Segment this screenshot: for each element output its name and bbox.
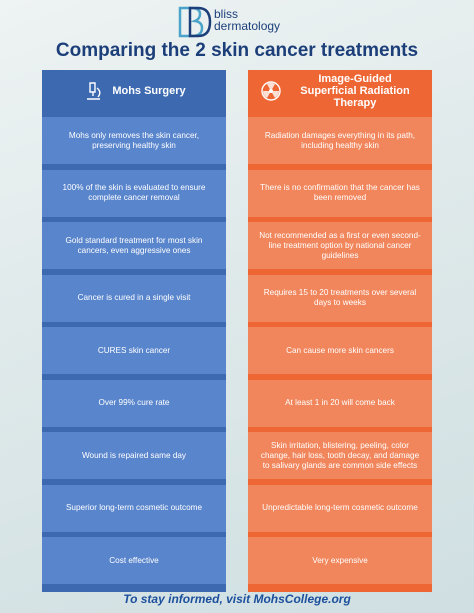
comparison-cell: Gold standard treatment for most skin ca… — [42, 222, 226, 269]
brand-name: bliss — [214, 7, 239, 21]
column-title: Mohs Surgery — [112, 85, 186, 97]
mohs-column: Mohs Surgery Mohs only removes the skin … — [42, 70, 226, 592]
comparison-cell: Requires 15 to 20 treatments over severa… — [248, 274, 432, 322]
comparison-cell: Very expensive — [248, 537, 432, 584]
comparison-cell: 100% of the skin is evaluated to ensure … — [42, 169, 226, 217]
column-header: Mohs Surgery — [42, 70, 226, 112]
comparison-cell: Radiation damages everything in its path… — [248, 117, 432, 164]
comparison-cell: Unpredictable long-term cosmetic outcome — [248, 484, 432, 532]
comparison-cell: Over 99% cure rate — [42, 379, 226, 427]
footer: To stay informed, visit MohsCollege.org — [123, 592, 351, 606]
column-header: Image-Guided Superficial Radiation Thera… — [248, 70, 432, 112]
column-title: Image-Guided Superficial Radiation Thera… — [300, 73, 410, 109]
comparison-cell: At least 1 in 20 will come back — [248, 379, 432, 427]
comparison-cell: Cancer is cured in a single visit — [42, 274, 226, 322]
microscope-icon — [87, 82, 101, 100]
logo-icon — [178, 6, 212, 38]
radiation-column: Image-Guided Superficial Radiation Thera… — [248, 70, 432, 592]
radiation-icon — [261, 81, 281, 101]
brand-name: dermatology — [214, 19, 281, 33]
comparison-cell: CURES skin cancer — [42, 327, 226, 374]
comparison-cell: Cost effective — [42, 537, 226, 584]
comparison-cell: Can cause more skin cancers — [248, 327, 432, 374]
title: Comparing the 2 skin cancer treatments — [55, 40, 419, 61]
comparison-cell: Skin irritation, blistering, peeling, co… — [248, 432, 432, 479]
comparison-cell: Superior long-term cosmetic outcome — [42, 484, 226, 532]
comparison-cell: Wound is repaired same day — [42, 432, 226, 479]
comparison-cell: Not recommended as a first or even secon… — [248, 222, 432, 269]
comparison-cell: Mohs only removes the skin cancer, prese… — [42, 117, 226, 164]
comparison-cell: There is no confirmation that the cancer… — [248, 169, 432, 217]
